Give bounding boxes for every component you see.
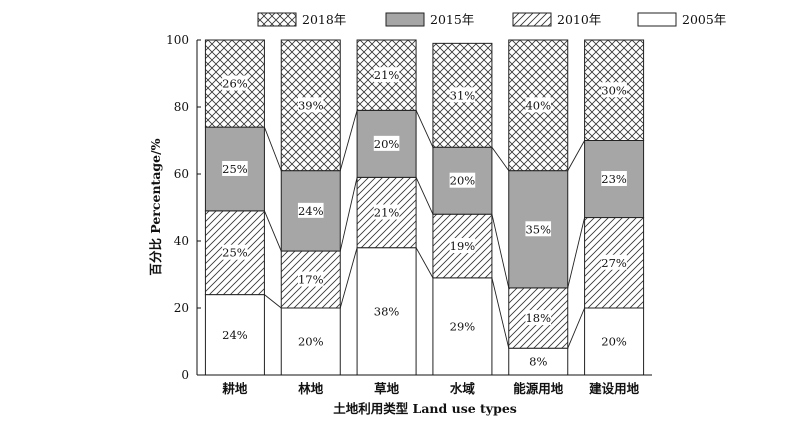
connector-line bbox=[491, 146, 510, 171]
data-label: 29% bbox=[450, 319, 476, 333]
data-label-background bbox=[373, 204, 400, 220]
data-label-background bbox=[373, 135, 400, 151]
data-label-background bbox=[449, 87, 476, 103]
y-tick-label: 40 bbox=[174, 234, 189, 248]
legend: 2018年 2015年 2010年 2005年 bbox=[257, 12, 726, 27]
data-label-background bbox=[222, 75, 248, 91]
y-tick-label: 100 bbox=[166, 33, 189, 47]
connector-line bbox=[491, 277, 510, 349]
connector-line bbox=[339, 177, 358, 252]
legend-label: 2010年 bbox=[557, 12, 601, 27]
data-label: 17% bbox=[298, 273, 324, 287]
data-label: 20% bbox=[374, 137, 400, 151]
data-label: 21% bbox=[374, 68, 400, 82]
y-tick-label: 0 bbox=[181, 368, 189, 382]
connector-lines bbox=[263, 110, 586, 349]
data-label-background bbox=[297, 202, 324, 218]
data-label: 25% bbox=[222, 246, 248, 260]
data-label-background bbox=[222, 244, 248, 260]
data-label-background bbox=[601, 82, 627, 98]
data-label: 21% bbox=[374, 206, 400, 220]
x-axis-categories: 耕地 林地 草地 水域 能源用地 建设用地 bbox=[222, 381, 639, 396]
data-label-background bbox=[297, 271, 324, 287]
connector-line bbox=[264, 210, 282, 252]
connector-line bbox=[263, 126, 282, 171]
connector-line bbox=[567, 140, 585, 171]
data-label: 19% bbox=[450, 239, 476, 253]
data-label-background bbox=[601, 254, 627, 270]
legend-swatch bbox=[257, 12, 297, 27]
data-label: 23% bbox=[601, 172, 627, 186]
data-label-background bbox=[525, 310, 552, 326]
y-tick-label: 80 bbox=[174, 100, 189, 114]
data-label: 40% bbox=[525, 98, 551, 112]
legend-label: 2015年 bbox=[430, 12, 474, 27]
connector-line bbox=[339, 247, 358, 309]
x-tick-label: 林地 bbox=[298, 381, 324, 396]
x-tick-label: 建设用地 bbox=[589, 381, 640, 396]
data-label-background bbox=[601, 171, 627, 187]
bar-segment bbox=[432, 277, 493, 376]
data-label: 20% bbox=[601, 335, 627, 349]
data-label: 24% bbox=[298, 204, 324, 218]
data-label: 35% bbox=[525, 222, 551, 236]
legend-swatch bbox=[385, 12, 425, 27]
data-label: 30% bbox=[601, 83, 627, 97]
connector-line bbox=[415, 247, 434, 279]
y-axis-ticks: 0 20 40 60 80 100 bbox=[166, 33, 201, 382]
data-label-background bbox=[449, 172, 476, 188]
data-label: 31% bbox=[450, 88, 476, 102]
data-label: 18% bbox=[525, 311, 551, 325]
bar-segment bbox=[508, 347, 569, 376]
connector-line bbox=[567, 217, 586, 289]
x-tick-label: 草地 bbox=[374, 381, 400, 396]
data-label-background bbox=[449, 238, 476, 254]
legend-swatch bbox=[637, 12, 677, 27]
data-label-background bbox=[222, 160, 248, 176]
data-label: 20% bbox=[450, 174, 476, 188]
legend-label: 2018年 bbox=[302, 12, 346, 27]
data-label-background bbox=[525, 221, 552, 237]
segment-labels: 24% 25% 25% 26% 20% 17% 24% 39% 38% 21% 20% 21% 29% 1… bbox=[222, 67, 627, 369]
axes bbox=[196, 40, 652, 376]
y-tick-label: 60 bbox=[174, 167, 189, 181]
connector-line bbox=[415, 177, 434, 215]
y-axis-title: 百分比 Percentage/% bbox=[148, 138, 163, 275]
connector-line bbox=[415, 110, 434, 148]
bar-segment bbox=[204, 294, 265, 376]
data-label-background bbox=[525, 97, 552, 113]
bar-segment bbox=[584, 307, 645, 376]
connector-line bbox=[264, 294, 282, 309]
data-label: 27% bbox=[601, 256, 627, 270]
connector-line bbox=[339, 110, 358, 171]
data-label: 8% bbox=[529, 355, 547, 369]
connector-line bbox=[567, 307, 585, 349]
data-label-background bbox=[297, 97, 324, 113]
x-axis-title: 土地利用类型 Land use types bbox=[333, 401, 517, 416]
x-tick-label: 能源用地 bbox=[513, 381, 564, 396]
data-label: 26% bbox=[222, 77, 248, 91]
legend-swatch bbox=[512, 12, 552, 27]
legend-label: 2005年 bbox=[682, 12, 726, 27]
data-label: 24% bbox=[222, 328, 248, 342]
x-tick-label: 水域 bbox=[450, 381, 476, 396]
data-label-background bbox=[373, 67, 400, 83]
y-tick-label: 20 bbox=[174, 301, 189, 315]
data-label: 20% bbox=[298, 335, 324, 349]
data-label: 39% bbox=[298, 98, 324, 112]
x-tick-label: 耕地 bbox=[222, 381, 248, 396]
bar-segment bbox=[356, 247, 417, 376]
connector-line bbox=[491, 214, 510, 289]
data-label: 25% bbox=[222, 162, 248, 176]
data-label: 38% bbox=[374, 304, 400, 318]
